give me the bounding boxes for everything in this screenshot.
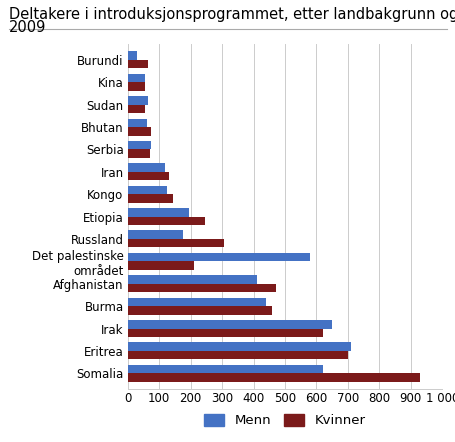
Bar (127, 186, 167, 194)
Bar (127, 96, 148, 105)
Bar (127, 373, 420, 382)
Text: 2009: 2009 (9, 20, 46, 35)
Bar (127, 297, 266, 306)
Bar (127, 127, 151, 136)
Bar (127, 351, 347, 359)
Bar (127, 141, 151, 149)
Legend: Menn, Kvinner: Menn, Kvinner (204, 414, 365, 427)
Bar (127, 328, 322, 337)
Bar (127, 82, 145, 91)
Text: Deltakere i introduksjonsprogrammet, etter landbakgrunn og kjønn.: Deltakere i introduksjonsprogrammet, ett… (9, 7, 455, 22)
Bar (127, 365, 322, 373)
Bar (127, 253, 309, 261)
Bar (127, 217, 204, 225)
Bar (127, 149, 149, 158)
Bar (127, 261, 193, 270)
Bar (127, 118, 146, 127)
Bar (127, 275, 256, 284)
Bar (127, 320, 331, 328)
Bar (127, 105, 145, 113)
Bar (127, 51, 137, 60)
Bar (127, 60, 148, 69)
Bar (127, 194, 173, 203)
Bar (127, 343, 350, 351)
Bar (127, 239, 223, 248)
Bar (127, 306, 272, 315)
Bar (127, 74, 145, 82)
Bar (127, 230, 182, 239)
Bar (127, 208, 189, 217)
Bar (127, 163, 165, 172)
Bar (127, 284, 275, 292)
Bar (127, 172, 168, 180)
